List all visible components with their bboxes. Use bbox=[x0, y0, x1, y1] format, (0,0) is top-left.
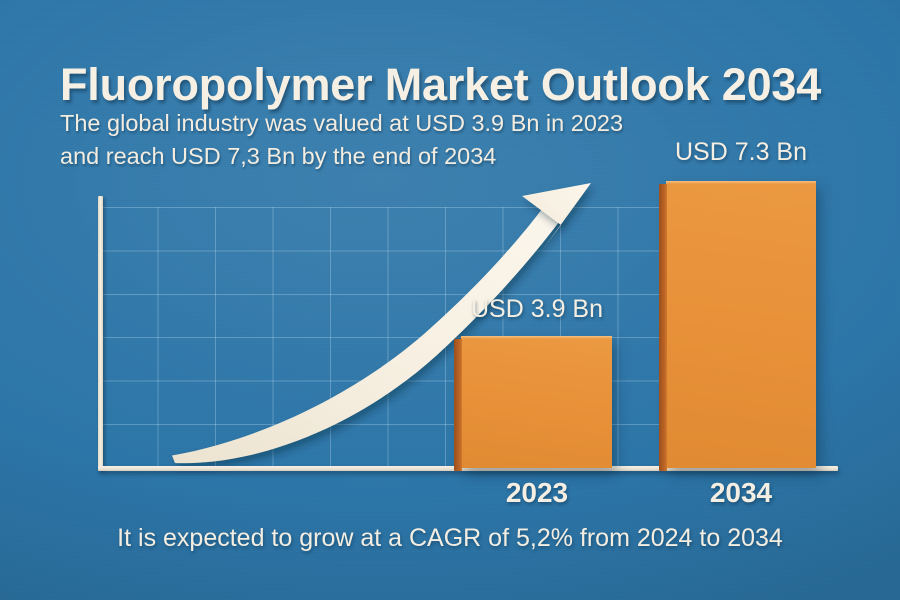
bar-2023 bbox=[454, 336, 612, 471]
bar-value-label-2034: USD 7.3 Bn bbox=[674, 138, 807, 166]
bar-value-label-2023: USD 3.9 Bn bbox=[470, 295, 603, 323]
page-title: Fluoropolymer Market Outlook 2034 bbox=[60, 59, 822, 111]
bar-2034 bbox=[659, 181, 816, 471]
x-axis-line bbox=[98, 466, 838, 471]
cagr-caption: It is expected to grow at a CAGR of 5,2%… bbox=[117, 524, 783, 552]
subtitle-line-1: The global industry was valued at USD 3.… bbox=[60, 110, 624, 136]
y-axis-line bbox=[98, 196, 103, 470]
subtitle: The global industry was valued at USD 3.… bbox=[60, 107, 820, 173]
subtitle-line-2: and reach USD 7,3 Bn by the end of 2034 bbox=[60, 143, 497, 169]
x-axis-tick-label-2023: 2023 bbox=[505, 477, 569, 508]
x-axis-tick-label-2034: 2034 bbox=[709, 477, 773, 508]
